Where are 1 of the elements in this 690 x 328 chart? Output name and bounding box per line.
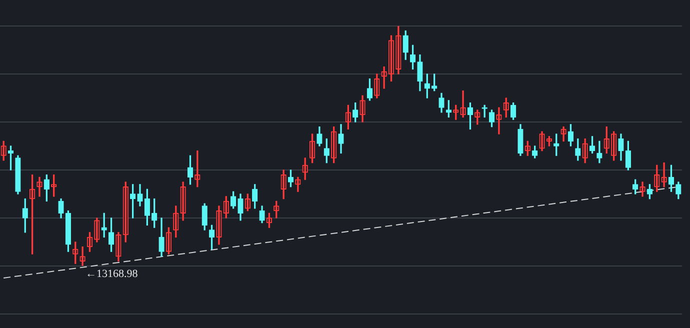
annotation: ←13168.98: [86, 268, 138, 280]
